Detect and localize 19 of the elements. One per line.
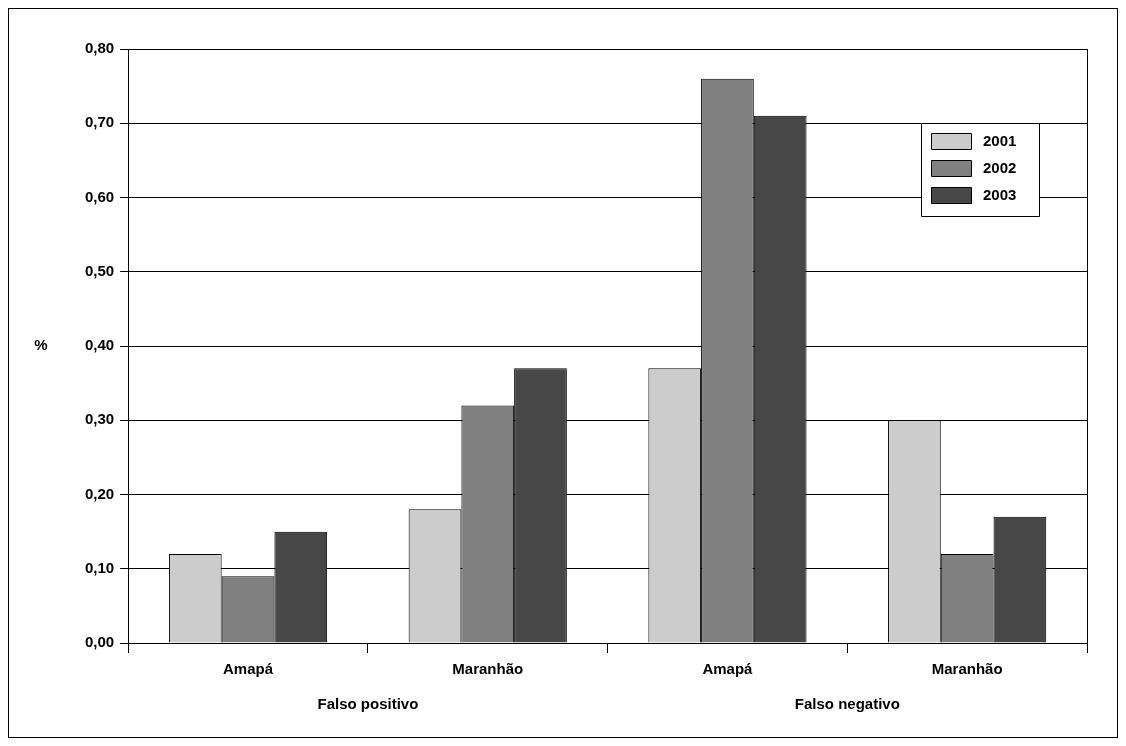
x-tick-label: Amapá	[223, 660, 274, 678]
y-tick-label: 0,80	[84, 39, 115, 57]
y-axis-title: %	[34, 336, 48, 354]
text: Falso negativo	[794, 695, 900, 713]
legend-label: 2003	[983, 186, 1017, 204]
y-tick-label: 0,50	[84, 261, 115, 279]
y-tick-label: 0,00	[84, 633, 115, 651]
y-tick-label: 0,70	[84, 113, 115, 131]
y-tick-label: 0,20	[84, 484, 115, 502]
x-tick-label: Amapá	[702, 660, 754, 678]
text: Falso positivo	[317, 695, 419, 713]
legend-label: 2001	[983, 132, 1017, 150]
y-tick-label: 0,10	[84, 558, 115, 576]
y-tick-label: 0,40	[84, 336, 115, 354]
y-tick-label: 0,60	[84, 187, 115, 205]
y-tick-label: 0,30	[84, 410, 115, 428]
x-tick-label: Maranhão	[452, 660, 524, 678]
x-tick-label: Maranhão	[931, 660, 1003, 678]
legend-label: 2002	[983, 159, 1017, 177]
